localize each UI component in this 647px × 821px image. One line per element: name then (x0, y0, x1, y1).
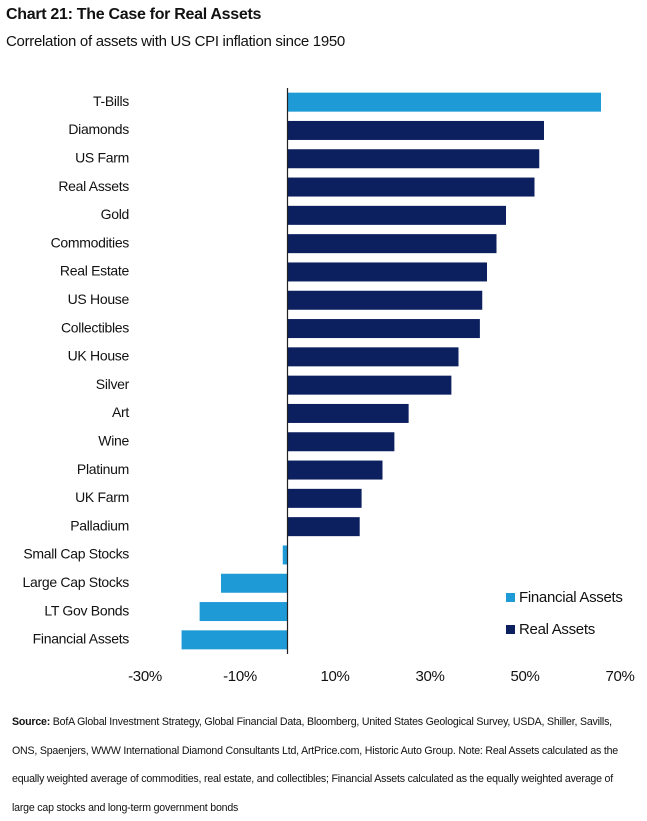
legend-label: Real Assets (519, 621, 595, 638)
bar (287, 290, 483, 310)
y-tick-label: Wine (98, 432, 129, 448)
y-tick-label: Commodities (51, 234, 130, 250)
bar (181, 630, 288, 650)
y-tick-label: Real Estate (60, 263, 130, 279)
bar (287, 460, 383, 480)
y-tick-label: Gold (101, 206, 129, 222)
legend-swatch (506, 625, 515, 634)
bar (287, 177, 535, 197)
bar (287, 319, 480, 339)
y-tick-label: Diamonds (68, 121, 129, 137)
y-tick-label: T-Bills (93, 93, 129, 109)
chart-title: Chart 21: The Case for Real Assets (6, 6, 261, 23)
legend-swatch (506, 593, 515, 602)
footnote: Source: BofA Global Investment Strategy,… (12, 708, 637, 821)
x-tick-label: 50% (510, 668, 539, 685)
bar (221, 573, 288, 593)
bar (287, 432, 395, 452)
bar (287, 403, 409, 423)
y-tick-label: UK Farm (75, 489, 129, 505)
y-tick-label: Platinum (77, 461, 129, 477)
legend-label: Financial Assets (519, 589, 623, 606)
chart: Chart 21: The Case for Real Assets Corre… (6, 6, 635, 685)
bar (287, 234, 497, 254)
bar (287, 517, 360, 537)
x-tick-label: 30% (415, 668, 444, 685)
x-tick-label: -10% (223, 668, 257, 685)
y-tick-label: Real Assets (58, 178, 129, 194)
y-tick-label: US Farm (75, 149, 129, 165)
y-tick-label: Silver (96, 376, 130, 392)
y-tick-label: Large Cap Stocks (23, 574, 130, 590)
chart-subtitle: Correlation of assets with US CPI inflat… (6, 33, 345, 50)
y-tick-label: Small Cap Stocks (23, 546, 129, 562)
bar (287, 375, 452, 395)
bar (199, 602, 288, 622)
bar (287, 120, 544, 140)
bar (287, 488, 362, 508)
y-tick-label: Collectibles (61, 319, 129, 335)
bar (287, 262, 487, 282)
bar (287, 92, 601, 112)
bar (287, 205, 506, 225)
source-text: BofA Global Investment Strategy, Global … (12, 716, 618, 814)
y-tick-label: US House (68, 291, 130, 307)
x-tick-label: -30% (128, 668, 162, 685)
y-tick-label: Financial Assets (33, 631, 130, 647)
bar (287, 149, 540, 169)
x-tick-label: 70% (605, 668, 634, 685)
bar (282, 545, 288, 565)
y-tick-label: Palladium (70, 517, 129, 533)
y-tick-label: Art (112, 404, 129, 420)
y-tick-label: LT Gov Bonds (44, 602, 129, 618)
bar (287, 347, 459, 367)
y-tick-label: UK House (68, 348, 130, 364)
source-label: Source: (12, 716, 51, 728)
x-tick-label: 10% (320, 668, 349, 685)
